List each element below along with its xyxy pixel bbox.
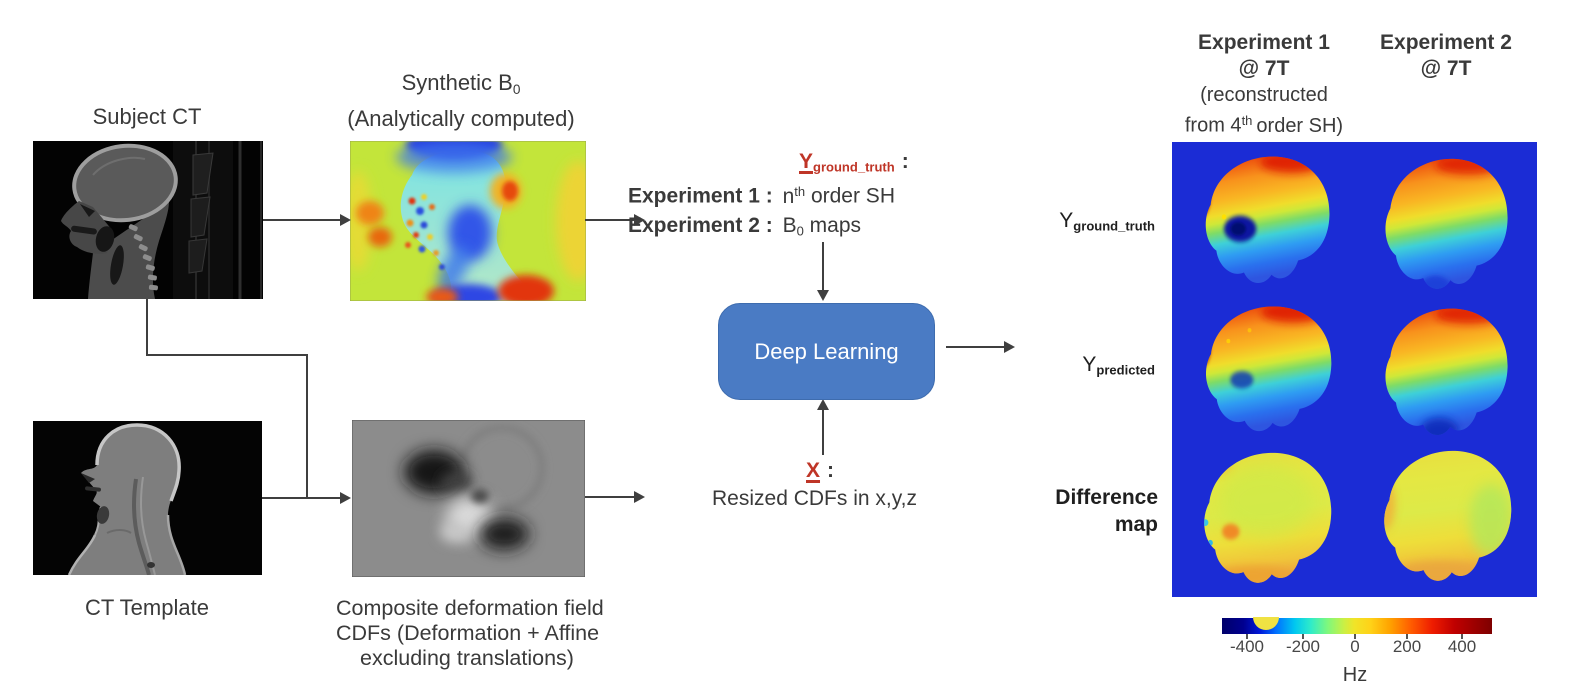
row-label-predicted: Ypredicted [1015,352,1155,384]
experiment-definitions: Experiment 1 : nth order SH Experiment 2… [628,177,895,245]
connector-subjectct-down [146,299,148,356]
experiment2-header-line1: Experiment 2 [1380,31,1512,54]
experiment1-header-line3: (reconstructed [1200,84,1328,106]
arrowhead-into-box-bottom [817,399,829,410]
experiment1-post: order SH [810,184,895,208]
colorbar-unit-label: Hz [1342,664,1368,686]
experiment1-header-line4-sup: th [1241,113,1253,128]
experiment1-header-line4-pre: from 4 [1184,114,1242,137]
experiment1-header-line1: Experiment 1 [1198,31,1330,54]
arrowhead-to-x [634,491,645,503]
deformation-field-image [352,420,585,577]
connector-elbow-vertical [306,354,308,499]
connector-template-to-cdf [262,497,340,499]
y-ground-truth-subscript: ground_truth [813,159,895,175]
row-label-difference-map: Difference map [1000,484,1158,538]
synthetic-b0-title-line2: (Analytically computed) [347,105,575,131]
synthetic-b0-title-sub: 0 [512,81,521,97]
connector-deeplearning-out [946,346,1004,348]
y-ground-truth-colon: : [901,150,909,173]
fieldmap-exp2-predicted [1385,308,1508,436]
y-ground-truth-symbol: Y [799,150,814,173]
ground-truth-target-label: Yground_truth: [799,149,909,181]
experiment1-label: Experiment 1 : [628,184,773,208]
colorbar-tick-label: -200 [1285,637,1321,656]
experiment1-header-line4-post: order SH) [1256,114,1344,137]
colorbar-overlap-artifact [1253,617,1279,630]
colorbar [1222,618,1492,634]
cdf-caption-line2: CDFs (Deformation + Affine [336,621,600,645]
x-input-description: Resized CDFs in x,y,z [712,487,917,510]
connector-b0-to-groundtruth [585,219,634,221]
experiment2-header-line2: @ 7T [1420,57,1472,80]
deformation-field-drawing [352,420,585,577]
row-label-gt-main: Y [1059,209,1074,232]
experiment2-header: Experiment 2 @ 7T [1360,30,1532,82]
experiment2-label: Experiment 2 : [628,213,773,237]
synthetic-b0-drawing [350,141,586,301]
experiment2-sub: 0 [796,223,804,239]
arrowhead-to-cdf [340,492,351,504]
ct-template-drawing [33,421,262,575]
colorbar-tick [1354,634,1356,639]
row-label-diff-line2: map [1114,513,1158,536]
difference-map-exp1 [1204,452,1332,583]
experiment2-pre: B [782,213,797,237]
row-label-gt-sub: ground_truth [1073,218,1155,234]
x-colon: : [827,459,835,482]
synthetic-b0-title: Synthetic B0 (Analytically computed) [330,68,592,133]
row-label-ground-truth: Yground_truth [1015,208,1155,240]
cdf-caption-line1: Composite deformation field [336,596,604,620]
cdf-caption: Composite deformation field CDFs (Deform… [336,596,604,671]
subject-ct-label: Subject CT [92,104,202,129]
connector-y-to-deeplearning [822,242,824,290]
row-label-pred-main: Y [1082,353,1097,376]
arrowhead-deeplearning-out [1004,341,1015,353]
colorbar-tick [1302,634,1304,639]
colorbar-tick-label: 0 [1350,637,1360,656]
subject-ct-image [33,141,263,299]
deep-learning-label: Deep Learning [754,338,899,364]
colorbar-tick-label: 400 [1447,637,1477,656]
x-input-label: X: [806,458,834,484]
fieldmap-exp1-ground-truth [1205,156,1330,284]
experiment1-sup: th [794,184,806,199]
connector-cdf-to-x [585,496,634,498]
arrowhead-into-box-top [817,290,829,301]
synthetic-b0-title-main: Synthetic B [401,70,513,95]
row-label-diff-line1: Difference [1055,486,1158,509]
experiment1-pre: n [782,184,795,208]
fieldmap-exp2-ground-truth [1385,158,1508,289]
ct-template-label: CT Template [85,595,209,620]
x-symbol: X [806,459,821,482]
synthetic-b0-image [350,141,586,301]
connector-subjectct-to-b0 [263,219,340,221]
results-panel [1172,142,1537,597]
arrowhead-to-groundtruth [634,214,645,226]
ct-template-image [33,421,262,575]
subject-ct-drawing [33,141,263,299]
colorbar-tick-label: 200 [1392,637,1422,656]
fieldmap-exp1-predicted [1205,306,1332,432]
row-label-pred-sub: predicted [1096,362,1155,378]
colorbar-tick [1461,634,1463,639]
colorbar-tick [1246,634,1248,639]
experiment2-post: maps [809,213,862,237]
difference-map-exp2 [1384,450,1512,581]
connector-x-to-deeplearning [822,409,824,455]
cdf-caption-line3: excluding translations) [360,646,574,670]
experiment1-header-line2: @ 7T [1238,57,1290,80]
connector-elbow-horizontal [146,354,308,356]
colorbar-tick [1406,634,1408,639]
arrowhead-to-b0 [340,214,351,226]
experiment1-header: Experiment 1 @ 7T (reconstructed from 4t… [1175,30,1353,139]
deep-learning-box: Deep Learning [718,303,935,400]
colorbar-tick-label: -400 [1229,637,1265,656]
